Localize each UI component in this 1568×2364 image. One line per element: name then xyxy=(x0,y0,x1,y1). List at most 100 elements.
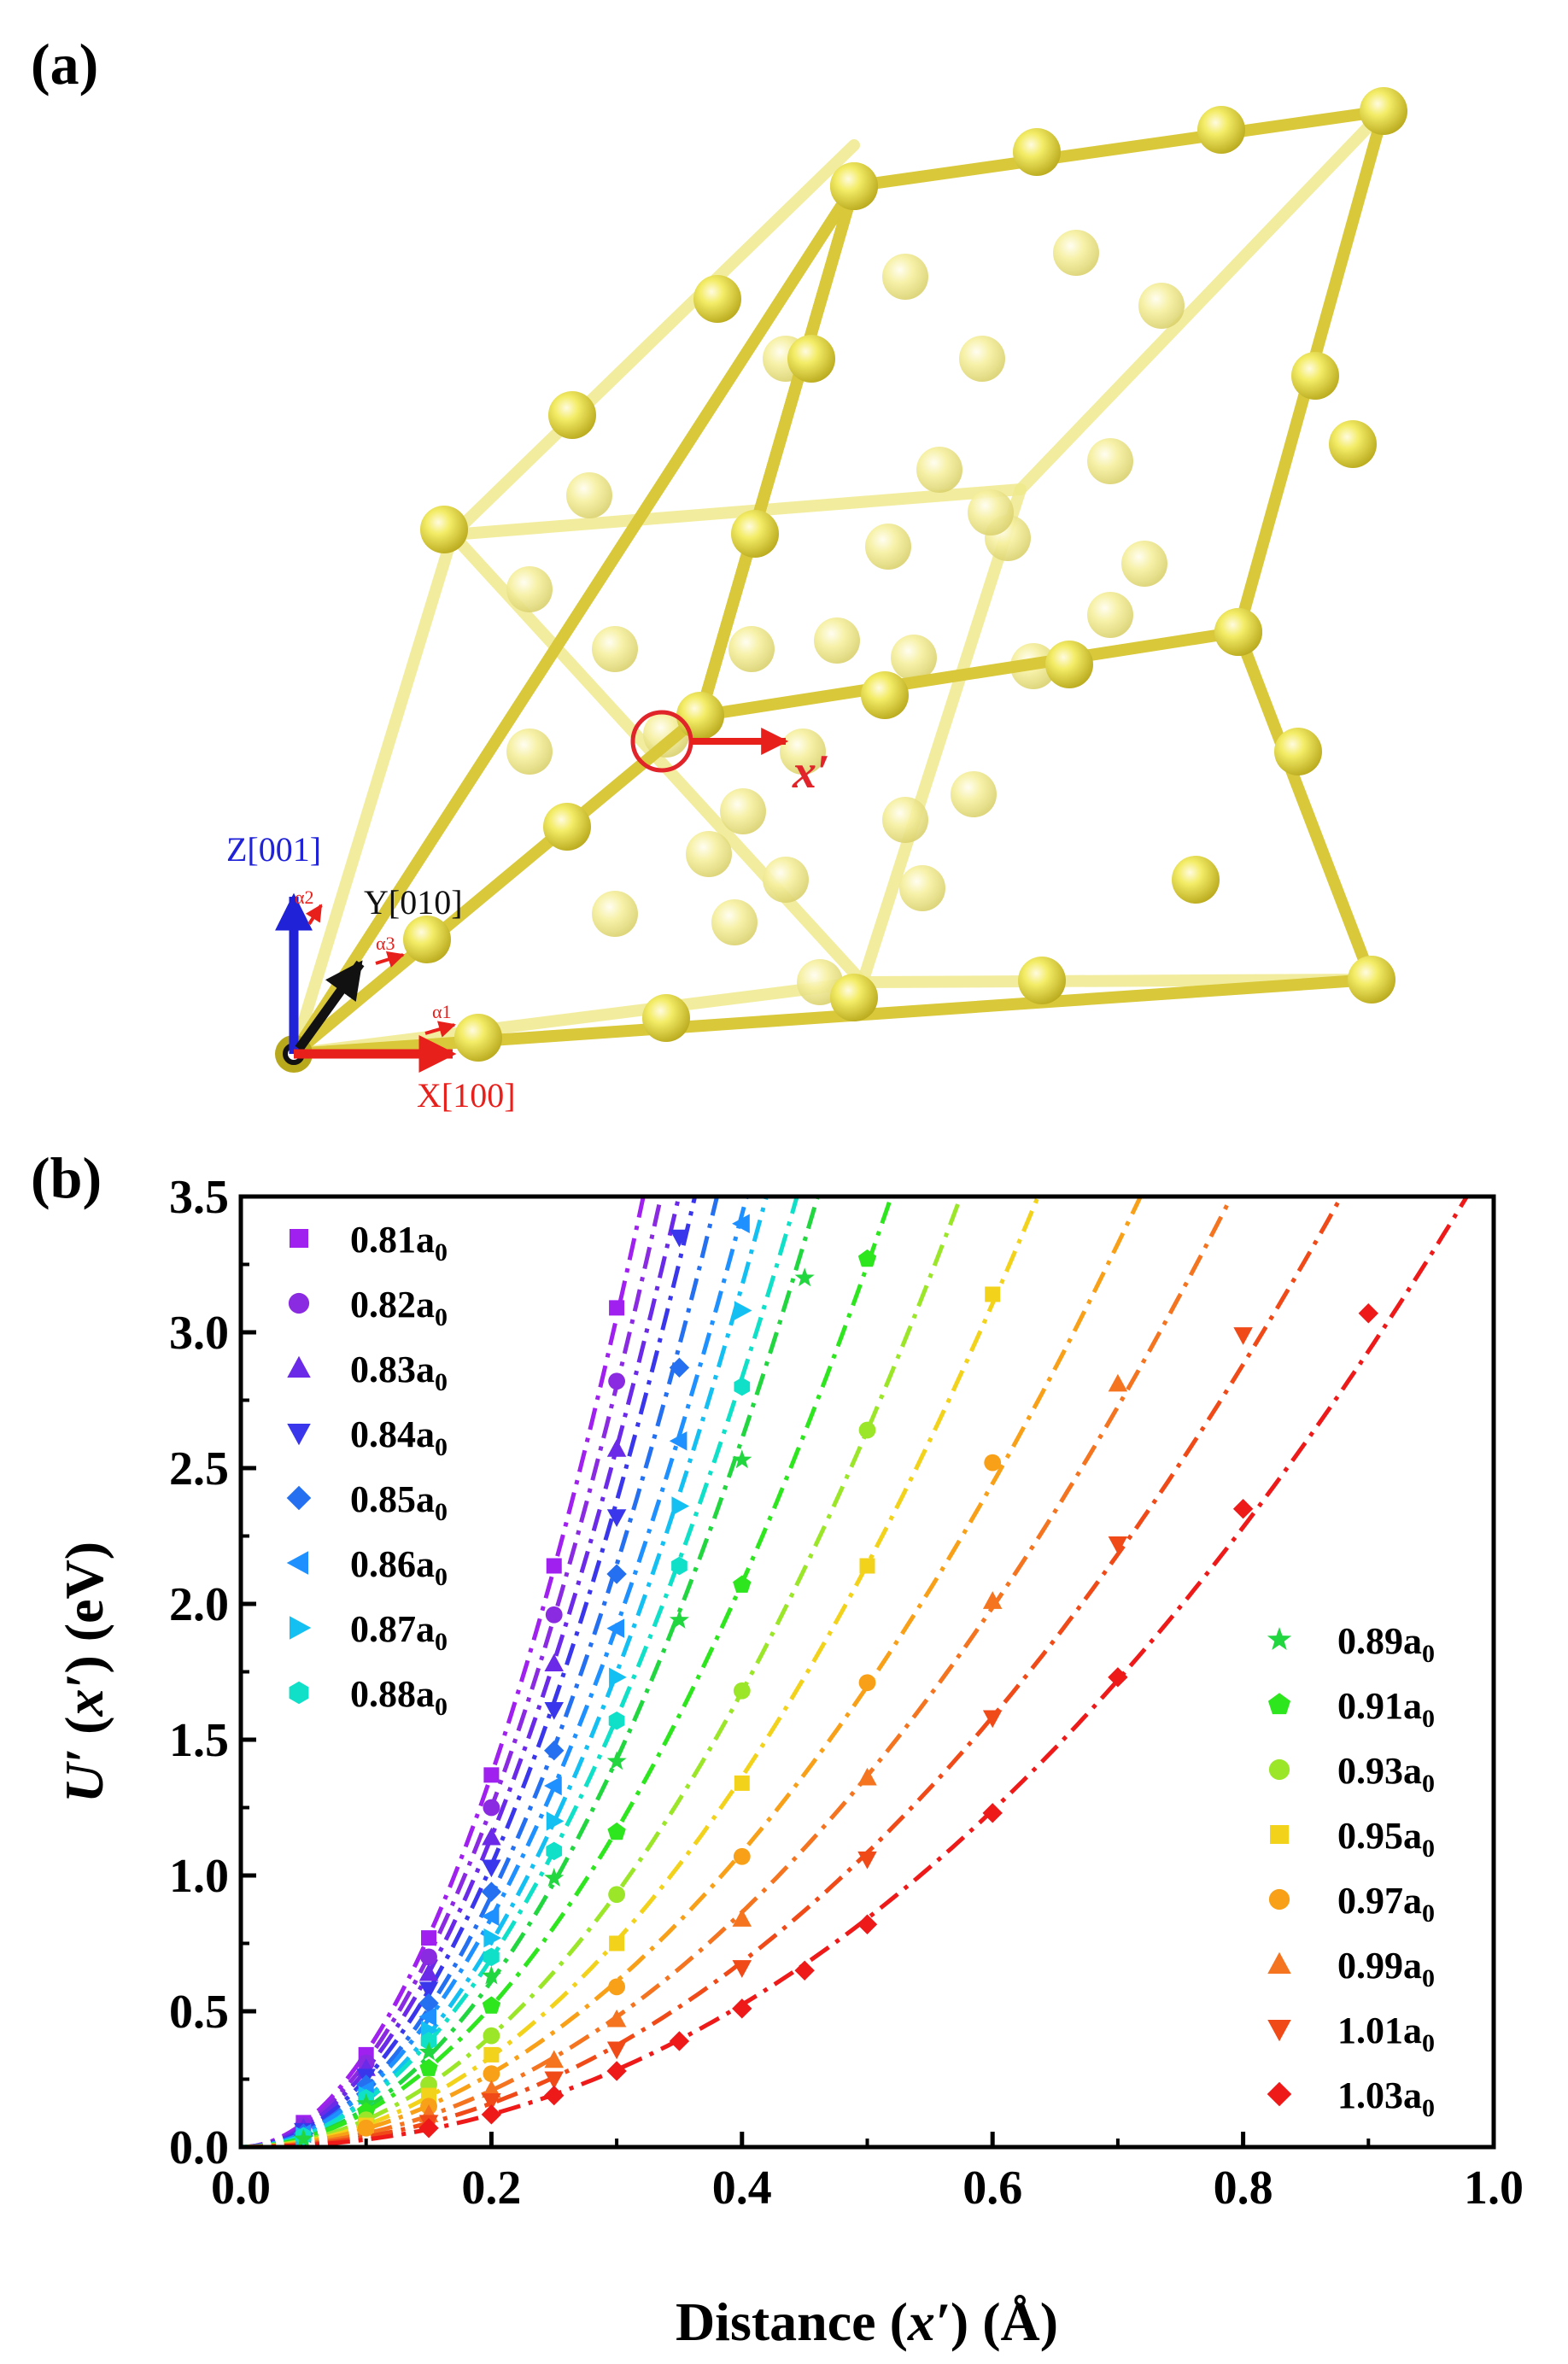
back-bond xyxy=(447,139,860,541)
x-tick-label: 0.4 xyxy=(712,2162,772,2215)
back-bonds xyxy=(288,105,1390,1060)
legend-label: 0.89a0 xyxy=(1337,1620,1435,1668)
data-point-0.85a0 xyxy=(481,1881,502,1902)
legend-label: 0.81a0 xyxy=(350,1219,448,1267)
data-point-1.03a0 xyxy=(669,2031,690,2051)
front-atom xyxy=(1274,728,1322,775)
interior-atom xyxy=(865,524,911,570)
alpha1-label: α1 xyxy=(432,1001,452,1022)
front-bond xyxy=(694,180,860,722)
data-point-0.91a0 xyxy=(607,1822,626,1840)
fit-curve-0.86a0 xyxy=(241,1197,749,2147)
y-axis-arrow xyxy=(295,960,365,1052)
front-atom xyxy=(830,974,878,1021)
legend-label: 0.99a0 xyxy=(1337,1945,1435,1992)
front-atom xyxy=(1045,641,1093,688)
data-point-0.91a0 xyxy=(733,1575,752,1593)
interior-atom xyxy=(968,489,1014,535)
data-point-1.01a0 xyxy=(606,2041,627,2060)
data-point-0.82a0 xyxy=(483,1799,500,1817)
legend-label: 0.87a0 xyxy=(350,1608,448,1656)
front-atom xyxy=(787,335,835,383)
data-point-0.95a0 xyxy=(734,1775,750,1791)
data-point-0.88a0 xyxy=(608,1711,625,1730)
front-atom xyxy=(861,671,909,719)
data-point-0.91a0 xyxy=(482,1996,501,2014)
data-point-0.89a0 xyxy=(544,1868,565,1887)
data-point-0.89a0 xyxy=(669,1609,690,1629)
data-point-0.81a0 xyxy=(421,1930,437,1946)
legend-label: 0.84a0 xyxy=(350,1413,448,1461)
legend-label: 0.85a0 xyxy=(350,1478,448,1526)
front-atoms xyxy=(403,87,1407,1062)
interior-atom xyxy=(763,857,809,903)
interior-atom xyxy=(506,566,553,612)
interior-atom xyxy=(720,788,766,834)
front-atom xyxy=(403,916,451,963)
fit-curve-0.84a0 xyxy=(241,1197,698,2147)
x-tick-label: 0.8 xyxy=(1214,2162,1273,2215)
data-point-1.01a0 xyxy=(1108,1536,1128,1554)
legend-marker-0.84a0 xyxy=(287,1424,311,1446)
data-point-0.99a0 xyxy=(606,2009,627,2028)
data-point-0.99a0 xyxy=(1108,1373,1128,1392)
x-tick-label: 0.6 xyxy=(962,2162,1022,2215)
data-point-0.86a0 xyxy=(481,1906,500,1926)
legend-marker-0.83a0 xyxy=(287,1355,311,1378)
front-atom xyxy=(1291,352,1339,400)
front-atom xyxy=(731,510,779,558)
legend-label: 0.82a0 xyxy=(350,1284,448,1331)
interior-atom xyxy=(1087,592,1133,638)
data-point-0.99a0 xyxy=(732,1909,752,1927)
alpha3-arrow xyxy=(375,951,405,968)
front-atom xyxy=(543,803,591,851)
legend-marker-0.97a0 xyxy=(1268,1888,1290,1911)
data-point-0.89a0 xyxy=(606,1751,627,1770)
legend-marker-0.95a0 xyxy=(1270,1825,1289,1844)
y-tick-label: 3.0 xyxy=(169,1307,229,1360)
front-atom xyxy=(1013,128,1061,176)
data-point-0.95a0 xyxy=(483,2046,500,2063)
legend-marker-0.87a0 xyxy=(290,1616,312,1640)
legend-marker-0.85a0 xyxy=(286,1485,312,1511)
interior-atom xyxy=(951,771,997,817)
data-point-0.87a0 xyxy=(546,1811,565,1831)
interior-atom xyxy=(1053,230,1099,276)
panel-b-label: (b) xyxy=(31,1145,102,1210)
data-point-1.03a0 xyxy=(794,1960,815,1981)
interior-atom xyxy=(780,729,826,775)
x-tick-label: 0.0 xyxy=(211,2162,271,2215)
legend-marker-0.93a0 xyxy=(1268,1758,1290,1781)
data-point-0.89a0 xyxy=(293,2128,313,2147)
y-tick-label: 0.5 xyxy=(169,1986,229,2039)
data-point-1.03a0 xyxy=(418,2118,439,2139)
data-point-1.03a0 xyxy=(606,2061,627,2081)
data-point-1.01a0 xyxy=(482,2092,501,2111)
data-point-0.99a0 xyxy=(982,1591,1003,1609)
y-axis-label: Y[010] xyxy=(364,883,463,922)
front-atom xyxy=(1214,608,1262,656)
data-point-1.01a0 xyxy=(732,1960,752,1978)
legend-marker-0.88a0 xyxy=(289,1681,309,1705)
data-point-0.83a0 xyxy=(544,1653,564,1671)
front-bond xyxy=(288,180,860,1060)
interior-atom xyxy=(592,891,638,937)
data-point-0.85a0 xyxy=(669,1357,690,1378)
x-axis-label: X[100] xyxy=(417,1076,516,1115)
y-tick-label: 1.0 xyxy=(169,1850,229,1903)
front-atom xyxy=(1197,106,1245,154)
data-point-1.03a0 xyxy=(1232,1499,1254,1519)
front-bond xyxy=(288,710,706,1060)
data-point-1.01a0 xyxy=(857,1851,877,1870)
interior-atom xyxy=(882,254,928,300)
front-bond xyxy=(848,105,1390,192)
data-point-1.01a0 xyxy=(1233,1327,1253,1345)
data-point-1.03a0 xyxy=(481,2104,502,2125)
front-atom xyxy=(1172,856,1220,904)
interior-atom xyxy=(814,617,860,664)
data-point-0.97a0 xyxy=(858,1674,876,1692)
data-point-0.89a0 xyxy=(732,1449,752,1469)
interior-atom xyxy=(728,626,775,672)
interior-atom xyxy=(899,865,945,911)
front-atom xyxy=(1329,420,1377,468)
